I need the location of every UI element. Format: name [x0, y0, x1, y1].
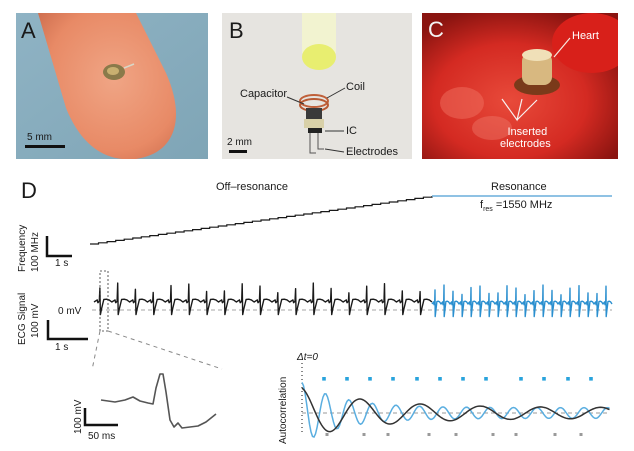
scale-bar [229, 150, 247, 153]
zoom-selection-box [99, 270, 109, 332]
autocorr-series-off-resonance [301, 387, 610, 433]
panel-c-photo: C Heart Inserted electrodes [422, 13, 618, 159]
frequency-scale-x: 1 s [55, 258, 69, 269]
panel-letter-a: A [21, 18, 36, 43]
peak-marker-off-resonance [362, 433, 366, 436]
device-photo [222, 13, 412, 159]
autocorr-series-resonance [301, 382, 610, 438]
scale-bar-label: 2 mm [227, 137, 252, 148]
panel-letter-d: D [21, 178, 37, 203]
annotation-line: electrodes [500, 138, 551, 150]
frequency-scale-bar [45, 236, 72, 258]
off-resonance-label: Off–resonance [216, 181, 288, 193]
fres-value: =1550 MHz [492, 199, 553, 211]
ecg-scale-bar [46, 320, 88, 341]
annotation-capacitor: Capacitor [240, 88, 288, 100]
peak-marker-off-resonance [514, 433, 518, 436]
zoom-guide-right [107, 330, 223, 370]
fres-symbol: f [480, 199, 484, 211]
peak-marker-off-resonance [325, 433, 329, 436]
peak-marker-resonance [566, 377, 570, 381]
implant-device [514, 49, 560, 95]
peak-marker-off-resonance [579, 433, 583, 436]
peak-marker-resonance [322, 377, 326, 381]
ecg-scale-x: 1 s [55, 342, 69, 353]
annotation-heart: Heart [572, 30, 599, 42]
peak-marker-off-resonance [454, 433, 458, 436]
peak-marker-resonance [391, 377, 395, 381]
fres-subscript: res [483, 206, 493, 214]
annotation-line: Inserted [507, 126, 548, 138]
peak-marker-resonance [542, 377, 546, 381]
scale-bar [25, 145, 65, 148]
frequency-series-off-resonance [90, 196, 433, 245]
ecg-series-off-resonance [93, 282, 433, 316]
panel-a-photo: A 5 mm [16, 13, 208, 159]
fres-label: fres =1550 MHz [480, 199, 552, 216]
panel-b-photo: B Coil Capacitor IC Electrodes 2 mm [222, 13, 412, 159]
annotation-inserted-electrodes: Inserted electrodes [500, 126, 551, 150]
panel-letter-c: C [428, 17, 444, 42]
peak-marker-off-resonance [553, 433, 557, 436]
peak-marker-resonance [345, 377, 349, 381]
peak-marker-off-resonance [427, 433, 431, 436]
finger-photo [16, 13, 208, 159]
zoom-scale-x: 50 ms [88, 431, 116, 442]
zoom-scale-bar [83, 408, 118, 427]
implant-device [103, 63, 135, 80]
annotation-ic: IC [346, 125, 357, 137]
ecg-zero-label: 0 mV [58, 306, 82, 317]
scale-bar-label: 5 mm [27, 132, 52, 143]
annotation-electrodes: Electrodes [346, 146, 398, 158]
peak-marker-resonance [415, 377, 419, 381]
peak-marker-resonance [519, 377, 523, 381]
ecg-series-resonance [431, 284, 613, 318]
heart-photo [422, 13, 618, 159]
peak-marker-off-resonance [386, 433, 390, 436]
annotation-coil: Coil [346, 81, 365, 93]
peak-marker-resonance [368, 377, 372, 381]
peak-marker-resonance [438, 377, 442, 381]
peak-marker-resonance [484, 377, 488, 381]
zoom-guide-left [91, 330, 101, 371]
autocorr-dt-label: Δt=0 [297, 352, 318, 363]
peak-marker-off-resonance [491, 433, 495, 436]
zoom-beat-series [100, 373, 217, 429]
panel-letter-b: B [229, 18, 244, 43]
peak-marker-resonance [589, 377, 593, 381]
peak-marker-resonance [461, 377, 465, 381]
resonance-label: Resonance [491, 181, 547, 193]
